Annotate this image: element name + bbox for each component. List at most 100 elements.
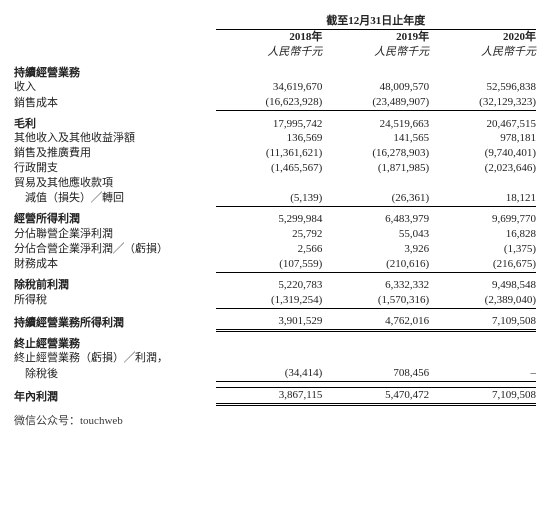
table-row: 經營所得利潤5,299,9846,483,9799,699,770 [14, 212, 536, 227]
row-label: 毛利 [14, 117, 216, 132]
cell-value: 5,220,783 [216, 278, 323, 293]
table-row: 除稅後(34,414)708,456– [14, 366, 536, 381]
cell-value: (23,489,907) [322, 95, 429, 110]
cell-value: 7,109,508 [429, 314, 536, 330]
cell-value: (1,375) [429, 242, 536, 257]
row-label: 貿易及其他應收款項 [14, 176, 216, 191]
period-heading: 截至12月31日止年度 [216, 14, 536, 29]
cell-value: 6,332,332 [322, 278, 429, 293]
cell-value: (11,361,621) [216, 146, 323, 161]
table-row: 持續經營業務所得利潤3,901,5294,762,0167,109,508 [14, 314, 536, 330]
row-label: 其他收入及其他收益淨額 [14, 131, 216, 146]
cell-value: 52,596,838 [429, 80, 536, 95]
cell-value: 55,043 [322, 227, 429, 242]
col-unit-1: 人民幣千元 [322, 45, 429, 60]
cell-value: 9,699,770 [429, 212, 536, 227]
financial-statement-table: 截至12月31日止年度2018年2019年2020年人民幣千元人民幣千元人民幣千… [14, 14, 536, 406]
cell-value: (5,139) [216, 191, 323, 206]
cell-value [322, 337, 429, 352]
cell-value: (16,278,903) [322, 146, 429, 161]
cell-value [429, 351, 536, 366]
row-label: 財務成本 [14, 257, 216, 272]
col-year-1: 2019年 [322, 29, 429, 44]
row-label: 年內利潤 [14, 388, 216, 405]
cell-value: 25,792 [216, 227, 323, 242]
col-year-0: 2018年 [216, 29, 323, 44]
col-unit-2: 人民幣千元 [429, 45, 536, 60]
cell-value: 3,867,115 [216, 388, 323, 405]
col-year-2: 2020年 [429, 29, 536, 44]
table-row: 分佔合營企業淨利潤╱（虧損）2,5663,926(1,375) [14, 242, 536, 257]
cell-value [216, 337, 323, 352]
cell-value: (32,129,323) [429, 95, 536, 110]
cell-value: 6,483,979 [322, 212, 429, 227]
cell-value: 18,121 [429, 191, 536, 206]
table-row: 終止經營業務 [14, 337, 536, 352]
cell-value: (2,023,646) [429, 161, 536, 176]
row-label: 所得稅 [14, 293, 216, 308]
cell-value: 5,299,984 [216, 212, 323, 227]
cell-value: (9,740,401) [429, 146, 536, 161]
cell-value: 136,569 [216, 131, 323, 146]
row-label: 收入 [14, 80, 216, 95]
table-row: 減值（損失）╱轉回(5,139)(26,361)18,121 [14, 191, 536, 206]
row-label: 持續經營業務 [14, 66, 216, 81]
cell-value [429, 337, 536, 352]
row-label: 銷售成本 [14, 95, 216, 110]
table-row: 銷售成本(16,623,928)(23,489,907)(32,129,323) [14, 95, 536, 110]
table-row: 毛利17,995,74224,519,66320,467,515 [14, 117, 536, 132]
row-label: 終止經營業務（虧損）╱利潤， [14, 351, 216, 366]
cell-value: 20,467,515 [429, 117, 536, 132]
cell-value: 708,456 [322, 366, 429, 381]
cell-value: 978,181 [429, 131, 536, 146]
cell-value: (107,559) [216, 257, 323, 272]
table-row: 終止經營業務（虧損）╱利潤， [14, 351, 536, 366]
cell-value: 9,498,548 [429, 278, 536, 293]
cell-value [429, 66, 536, 81]
cell-value [216, 351, 323, 366]
row-label: 分佔聯營企業淨利潤 [14, 227, 216, 242]
table-row: 持續經營業務 [14, 66, 536, 81]
table-row: 其他收入及其他收益淨額136,569141,565978,181 [14, 131, 536, 146]
cell-value: – [429, 366, 536, 381]
cell-value: 48,009,570 [322, 80, 429, 95]
cell-value: 2,566 [216, 242, 323, 257]
cell-value: 5,470,472 [322, 388, 429, 405]
cell-value [429, 176, 536, 191]
table-row: 所得稅(1,319,254)(1,570,316)(2,389,040) [14, 293, 536, 308]
col-unit-0: 人民幣千元 [216, 45, 323, 60]
cell-value [322, 351, 429, 366]
cell-value: 4,762,016 [322, 314, 429, 330]
cell-value: 3,926 [322, 242, 429, 257]
table-row: 分佔聯營企業淨利潤25,79255,04316,828 [14, 227, 536, 242]
cell-value: 16,828 [429, 227, 536, 242]
row-label: 除稅後 [14, 366, 216, 381]
cell-value [216, 66, 323, 81]
table-row: 行政開支(1,465,567)(1,871,985)(2,023,646) [14, 161, 536, 176]
cell-value: 34,619,670 [216, 80, 323, 95]
cell-value: (1,871,985) [322, 161, 429, 176]
source-attribution: 微信公众号：touchweb [14, 412, 536, 428]
cell-value: 7,109,508 [429, 388, 536, 405]
cell-value: 17,995,742 [216, 117, 323, 132]
cell-value: (1,570,316) [322, 293, 429, 308]
cell-value [322, 66, 429, 81]
row-label: 除稅前利潤 [14, 278, 216, 293]
cell-value [216, 176, 323, 191]
cell-value: (26,361) [322, 191, 429, 206]
cell-value: (2,389,040) [429, 293, 536, 308]
cell-value: (210,616) [322, 257, 429, 272]
row-label: 分佔合營企業淨利潤╱（虧損） [14, 242, 216, 257]
cell-value: (34,414) [216, 366, 323, 381]
cell-value [322, 176, 429, 191]
table-row: 除稅前利潤5,220,7836,332,3329,498,548 [14, 278, 536, 293]
cell-value: (1,319,254) [216, 293, 323, 308]
row-label: 終止經營業務 [14, 337, 216, 352]
cell-value: (1,465,567) [216, 161, 323, 176]
table-row: 財務成本(107,559)(210,616)(216,675) [14, 257, 536, 272]
table-row: 銷售及推廣費用(11,361,621)(16,278,903)(9,740,40… [14, 146, 536, 161]
cell-value: 24,519,663 [322, 117, 429, 132]
row-label: 銷售及推廣費用 [14, 146, 216, 161]
row-label: 持續經營業務所得利潤 [14, 314, 216, 330]
cell-value: 3,901,529 [216, 314, 323, 330]
